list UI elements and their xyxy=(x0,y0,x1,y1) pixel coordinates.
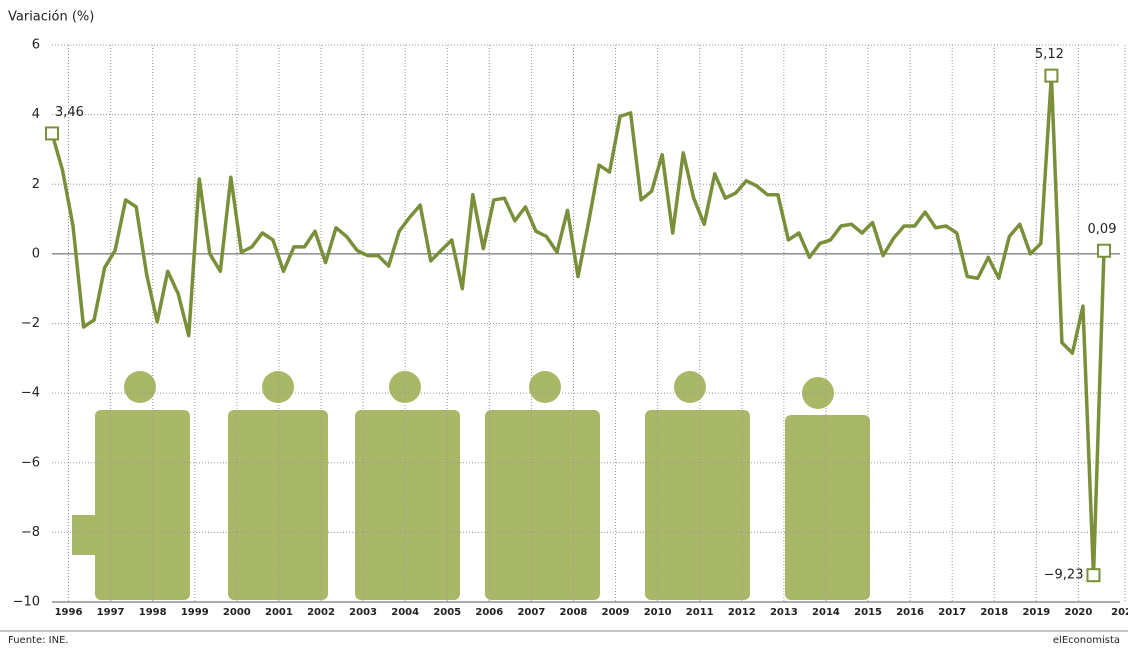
x-tick-label: 2001 xyxy=(265,607,293,618)
x-tick-label: 2021 xyxy=(1111,607,1128,618)
x-tick-label: 2014 xyxy=(812,607,840,618)
y-tick-label: −4 xyxy=(21,386,40,401)
x-tick-label: 1996 xyxy=(55,607,83,618)
marker xyxy=(1098,245,1110,257)
x-tick-label: 1999 xyxy=(181,607,209,618)
x-tick-label: 2005 xyxy=(433,607,461,618)
y-tick-label: 4 xyxy=(32,107,40,122)
marker xyxy=(1087,569,1099,581)
y-axis-label: Variación (%) xyxy=(8,10,94,25)
data-label: −9,23 xyxy=(1044,568,1084,583)
x-tick-label: 2011 xyxy=(686,607,714,618)
data-label: 0,09 xyxy=(1088,222,1117,237)
decoration xyxy=(72,371,870,600)
x-tick-label: 2008 xyxy=(560,607,588,618)
x-tick-label: 2004 xyxy=(391,607,419,618)
source: Fuente: INE. xyxy=(8,635,69,646)
y-tick-label: −6 xyxy=(21,455,40,470)
x-tick-label: 2013 xyxy=(770,607,798,618)
y-tick-label: −8 xyxy=(21,525,40,540)
y-tick-label: 6 xyxy=(32,38,40,53)
x-tick-label: 2009 xyxy=(602,607,630,618)
data-label: 3,46 xyxy=(55,105,84,120)
x-tick-label: 2006 xyxy=(475,607,503,618)
x-tick-label: 2016 xyxy=(896,607,924,618)
data-label: 5,12 xyxy=(1035,47,1064,62)
x-tick-label: 2020 xyxy=(1065,607,1093,618)
x-tick-label: 2015 xyxy=(854,607,882,618)
x-tick-label: 2007 xyxy=(517,607,545,618)
marker xyxy=(46,127,58,139)
x-tick-label: 1997 xyxy=(97,607,125,618)
y-tick-label: 0 xyxy=(32,246,40,261)
x-tick-label: 2019 xyxy=(1022,607,1050,618)
x-tick-label: 2002 xyxy=(307,607,335,618)
x-tick-label: 2012 xyxy=(728,607,756,618)
y-tick-label: −10 xyxy=(13,595,40,610)
y-tick-label: 2 xyxy=(32,177,40,192)
x-tick-label: 2010 xyxy=(644,607,672,618)
y-tick-label: −2 xyxy=(21,316,40,331)
brand: elEconomista xyxy=(1053,635,1120,646)
x-tick-label: 2017 xyxy=(938,607,966,618)
x-tick-label: 2000 xyxy=(223,607,251,618)
marker xyxy=(1045,70,1057,82)
chart: Variación (%) Fuente: INE. elEconomista … xyxy=(0,0,1128,646)
x-tick-label: 2003 xyxy=(349,607,377,618)
x-tick-label: 2018 xyxy=(980,607,1008,618)
x-tick-label: 1998 xyxy=(139,607,167,618)
